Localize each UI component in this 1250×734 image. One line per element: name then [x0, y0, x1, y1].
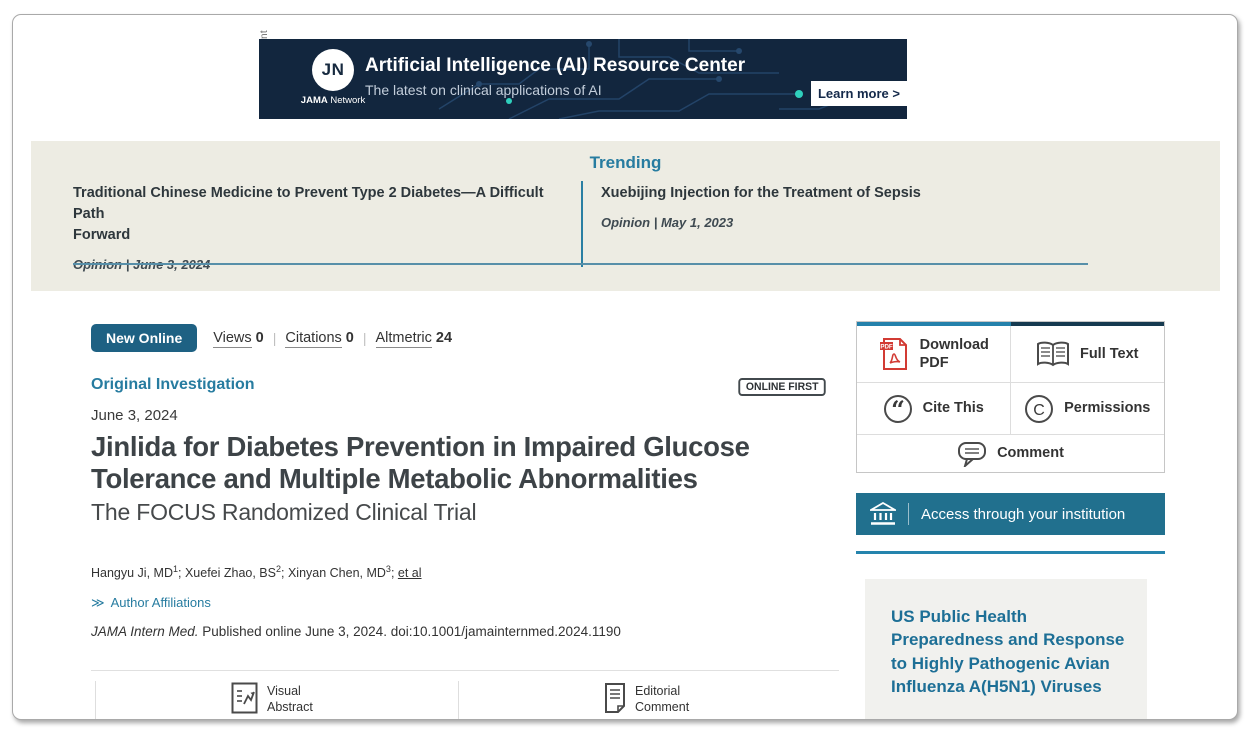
- article-subtitle: The FOCUS Randomized Clinical Trial: [91, 498, 477, 525]
- svg-text:PDF: PDF: [880, 343, 893, 350]
- trending-divider: [581, 181, 583, 267]
- metric-separator: |: [362, 330, 367, 346]
- trending-heading: Trending: [589, 153, 662, 172]
- related-divider: [95, 681, 96, 719]
- institutional-access-label: Access through your institution: [921, 505, 1126, 523]
- copyright-icon: C: [1025, 394, 1054, 423]
- et-al-link[interactable]: et al: [397, 566, 422, 581]
- trending-section: Trending Traditional Chinese Medicine to…: [31, 141, 1220, 291]
- citations-count: 0: [345, 330, 354, 346]
- visual-abstract-link[interactable]: Visual Abstract: [231, 682, 313, 716]
- online-first-badge: ONLINE FIRST: [738, 378, 827, 396]
- svg-text:C: C: [1033, 402, 1045, 419]
- promo-article-link[interactable]: US Public Health Preparedness and Respon…: [891, 607, 1125, 697]
- ad-subtitle: The latest on clinical applications of A…: [365, 82, 602, 98]
- article-title: Jinlida for Diabetes Prevention in Impai…: [91, 431, 750, 495]
- comment-bubble-icon: [958, 441, 987, 467]
- editorial-comment-label: Editorial Comment: [635, 684, 690, 715]
- sidebar-section-rule: [856, 551, 1165, 554]
- access-bar-divider: [908, 503, 909, 525]
- jama-network-logo: JN JAMA Network: [285, 45, 381, 106]
- editorial-comment-link[interactable]: Editorial Comment: [604, 682, 689, 716]
- author: Xuefei Zhao, BS2;: [184, 564, 288, 581]
- trending-underline: [73, 263, 1088, 265]
- views-link[interactable]: Views: [213, 330, 252, 348]
- author: Xinyan Chen, MD3;: [287, 564, 398, 581]
- journal-citation: JAMA Intern Med. Published online June 3…: [91, 624, 621, 639]
- related-content-strip: Visual Abstract Editorial Comment: [91, 670, 839, 719]
- author-byline: Hangyu Ji, MD1; Xuefei Zhao, BS2; Xinyan…: [91, 564, 422, 580]
- browser-page: Advertisement: [12, 14, 1238, 720]
- institution-bank-icon: [870, 502, 896, 525]
- jn-logo-icon: JN: [312, 49, 354, 91]
- article-title-block: Jinlida for Diabetes Prevention in Impai…: [91, 431, 839, 526]
- editorial-comment-icon: [605, 683, 625, 713]
- quote-icon: “: [883, 394, 912, 424]
- permissions-button[interactable]: C Permissions: [1010, 383, 1164, 434]
- chevron-double-right-icon: ≫: [91, 595, 105, 610]
- comment-button[interactable]: Comment: [857, 435, 1164, 472]
- article-metrics-row: New Online Views 0 | Citations 0 | Altmetr…: [91, 324, 452, 352]
- ad-title: Artificial Intelligence (AI) Resource Ce…: [365, 55, 746, 76]
- related-divider: [458, 681, 459, 719]
- pdf-icon: PDF: [879, 338, 907, 370]
- altmetric-link[interactable]: Altmetric: [375, 330, 432, 348]
- citation-details: Published online June 3, 2024. doi:10.10…: [198, 624, 621, 639]
- journal-name: JAMA Intern Med.: [91, 624, 199, 639]
- trending-item-link[interactable]: Xuebijing Injection for the Treatment of…: [601, 185, 921, 201]
- trending-item: Xuebijing Injection for the Treatment of…: [601, 183, 1081, 230]
- article-category-link[interactable]: Original Investigation: [91, 376, 255, 393]
- full-text-button[interactable]: Full Text: [1010, 326, 1164, 382]
- open-book-icon: [1036, 341, 1069, 367]
- views-metric: Views 0: [213, 330, 264, 348]
- author-affiliations-toggle[interactable]: ≫ Author Affiliations: [91, 595, 211, 610]
- trending-item-meta: Opinion | May 1, 2023: [601, 215, 734, 231]
- altmetric-count: 24: [435, 330, 453, 346]
- ad-banner[interactable]: JN JAMA Network Artificial Intelligence …: [259, 39, 907, 119]
- trending-item: Traditional Chinese Medicine to Prevent …: [73, 183, 578, 272]
- jama-network-wordmark: JAMA Network: [300, 95, 366, 106]
- visual-abstract-label: Visual Abstract: [267, 684, 313, 715]
- cite-this-button[interactable]: “ Cite This: [857, 383, 1011, 434]
- sidebar-promo-box: US Public Health Preparedness and Respon…: [865, 579, 1147, 719]
- trending-item-link[interactable]: Traditional Chinese Medicine to Prevent …: [73, 185, 544, 244]
- metric-separator: |: [272, 330, 277, 346]
- learn-more-button[interactable]: Learn more >: [811, 81, 907, 106]
- publication-date: June 3, 2024: [91, 407, 178, 424]
- views-count: 0: [255, 330, 264, 346]
- new-online-badge: New Online: [91, 324, 198, 352]
- altmetric-metric: Altmetric 24: [375, 330, 453, 348]
- svg-text:“: “: [891, 395, 905, 424]
- citations-metric: Citations 0: [285, 330, 354, 348]
- download-pdf-button[interactable]: PDF Download PDF: [857, 326, 1011, 382]
- article-toolbox: PDF Download PDF: [856, 321, 1165, 473]
- visual-abstract-icon: [231, 682, 258, 714]
- institutional-access-button[interactable]: Access through your institution: [856, 493, 1165, 535]
- author: Hangyu Ji, MD1;: [91, 564, 185, 581]
- toolbox-top-accent: [857, 322, 1164, 326]
- citations-link[interactable]: Citations: [285, 330, 342, 348]
